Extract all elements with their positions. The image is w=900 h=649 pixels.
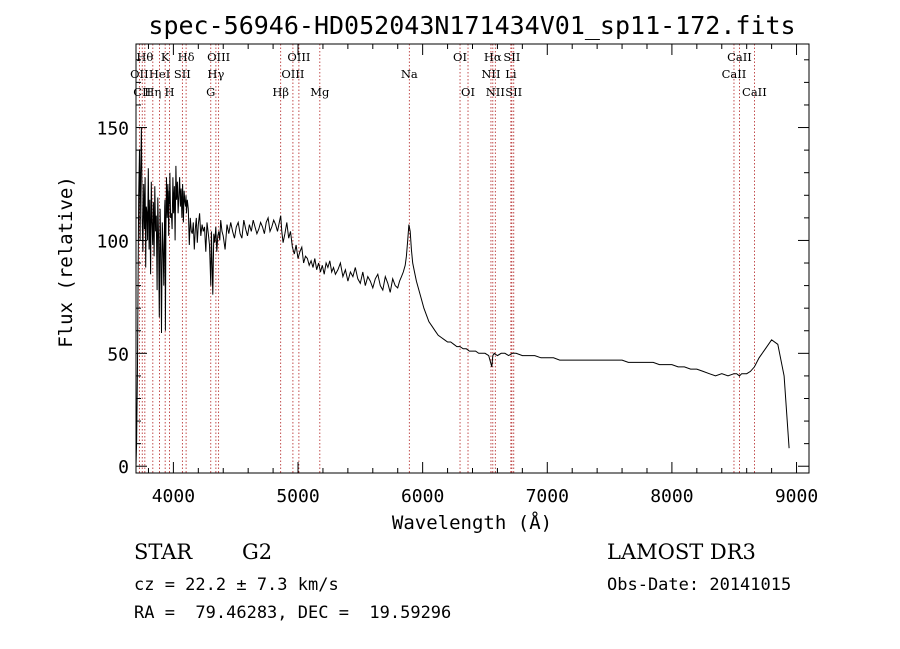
observation-date: Obs-Date: 20141015 (607, 575, 792, 595)
x-tick-label: 5000 (276, 486, 319, 507)
spectrum-series-line (135, 127, 790, 467)
line-label: OII (130, 67, 149, 81)
y-tick-label: 150 (96, 119, 129, 140)
line-label: Hδ (178, 50, 195, 64)
line-label: Hη (144, 85, 161, 99)
x-axis-ticks: 4000 5000 6000 7000 8000 9000 (147, 44, 818, 507)
line-label: Hα (484, 50, 502, 64)
line-label: HeI (149, 67, 170, 81)
line-label: NII (486, 85, 505, 99)
coordinates-readout: RA = 79.46283, DEC = 19.59296 (134, 603, 452, 623)
y-axis-label: Flux (relative) (55, 176, 77, 348)
line-label: OIII (281, 67, 304, 81)
line-label: Li (505, 67, 517, 81)
y-axis-ticks: 0 50 100 150 (96, 59, 809, 478)
x-tick-label: 6000 (401, 486, 444, 507)
line-label: OIII (207, 50, 230, 64)
chart-title: spec-56946-HD052043N171434V01_sp11-172.f… (148, 11, 795, 40)
survey-name: LAMOST DR3 (607, 540, 756, 564)
y-tick-label: 100 (96, 231, 129, 252)
x-axis-label: Wavelength (Å) (392, 511, 552, 534)
line-label: Hβ (272, 85, 289, 99)
line-label: SII (505, 85, 522, 99)
line-label: CaII (727, 50, 752, 64)
line-label: SII (503, 50, 520, 64)
line-label: OI (453, 50, 467, 64)
line-label: CII (133, 85, 151, 99)
x-tick-label: 4000 (152, 486, 195, 507)
spectral-line-labels: OII CII Hθ Hη HeI K H SII Hδ G Hγ OIII Hβ OIII OIII Mg N… (130, 50, 767, 99)
redshift-readout: cz = 22.2 ± 7.3 km/s (134, 575, 339, 595)
y-tick-label: 50 (107, 344, 129, 365)
line-label: OIII (287, 50, 310, 64)
line-label: CaII (722, 67, 747, 81)
object-subclass: G2 (242, 540, 273, 564)
line-label: NII (481, 67, 500, 81)
x-tick-label: 7000 (526, 486, 569, 507)
line-label: Hθ (136, 50, 153, 64)
line-label: CaII (742, 85, 767, 99)
x-tick-label: 9000 (775, 486, 818, 507)
line-label: G (206, 85, 215, 99)
line-label: K (161, 50, 170, 64)
line-label: SII (174, 67, 191, 81)
line-label: OI (461, 85, 475, 99)
plot-frame (135, 43, 810, 474)
object-class: STAR (134, 540, 193, 564)
spectral-line-markers (138, 44, 755, 473)
line-label: Hγ (207, 67, 224, 81)
line-label: Mg (310, 85, 330, 99)
x-tick-label: 8000 (650, 486, 693, 507)
line-label: Na (401, 67, 418, 81)
y-tick-label: 0 (118, 457, 129, 478)
line-label: H (165, 85, 175, 99)
